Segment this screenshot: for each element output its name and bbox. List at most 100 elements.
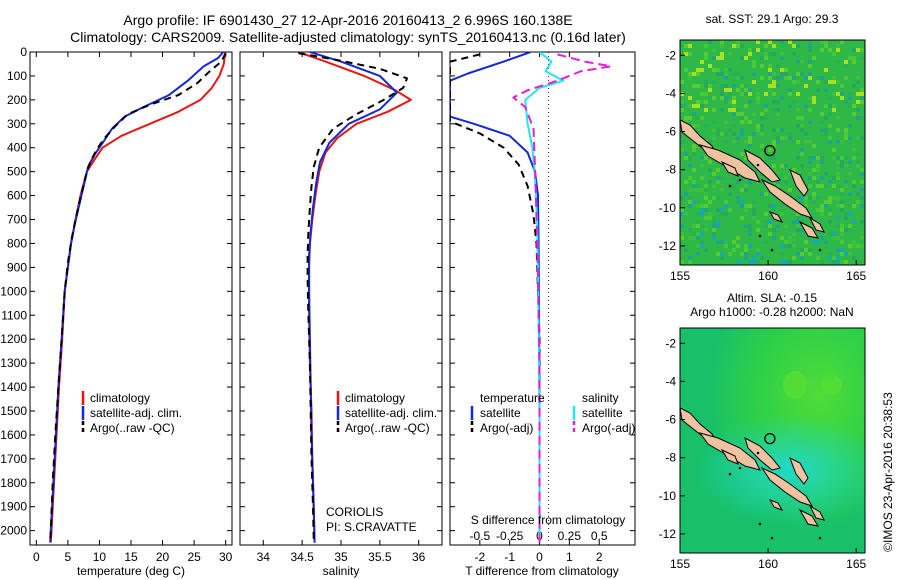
sst-pixel xyxy=(708,208,712,212)
sst-pixel xyxy=(748,180,752,184)
sst-pixel xyxy=(772,44,776,48)
sst-pixel xyxy=(700,104,704,108)
sst-pixel xyxy=(720,72,724,76)
sst-pixel xyxy=(824,200,828,204)
sst-pixel xyxy=(708,196,712,200)
sst-pixel xyxy=(760,124,764,128)
sst-pixel xyxy=(808,64,812,68)
sst-pixel xyxy=(804,196,808,200)
sst-pixel xyxy=(712,68,716,72)
sst-pixel xyxy=(688,188,692,192)
sst-pixel xyxy=(776,224,780,228)
sst-pixel xyxy=(704,248,708,252)
sst-pixel xyxy=(772,76,776,80)
sst-pixel xyxy=(852,168,856,172)
sst-pixel xyxy=(688,116,692,120)
sst-pixel xyxy=(800,92,804,96)
sst-pixel xyxy=(768,220,772,224)
sst-pixel xyxy=(852,256,856,260)
sst-pixel xyxy=(800,128,804,132)
sla-map-title-line2: Argo h1000: -0.28 h2000: NaN xyxy=(690,305,853,319)
sla-argo-location-marker xyxy=(764,432,776,445)
sst-pixel xyxy=(812,96,816,100)
sst-pixel xyxy=(696,72,700,76)
sst-pixel xyxy=(840,84,844,88)
sst-pixel xyxy=(832,236,836,240)
sst-pixel xyxy=(784,76,788,80)
sst-pixel xyxy=(812,100,816,104)
sst-pixel xyxy=(788,140,792,144)
sst-pixel xyxy=(780,72,784,76)
sst-pixel xyxy=(852,204,856,208)
sst-pixel xyxy=(740,148,744,152)
sst-pixel xyxy=(804,200,808,204)
legend-title-temperature: temperature xyxy=(480,391,545,405)
island xyxy=(698,144,761,183)
sst-pixel xyxy=(840,232,844,236)
sst-pixel xyxy=(712,168,716,172)
sst-pixel xyxy=(820,48,824,52)
sst-pixel xyxy=(828,80,832,84)
sst-pixel xyxy=(700,100,704,104)
sst-pixel xyxy=(696,236,700,240)
sst-pixel xyxy=(720,256,724,260)
sst-pixel xyxy=(788,92,792,96)
sst-pixel xyxy=(856,244,860,248)
sst-pixel xyxy=(692,84,696,88)
legend-title-salinity: salinity xyxy=(582,391,619,405)
sst-pixel xyxy=(740,260,744,264)
map-x-tick-label: 160 xyxy=(758,557,778,571)
sst-pixel xyxy=(740,200,744,204)
x-tick-label: 10 xyxy=(93,550,107,564)
sst-pixel xyxy=(724,96,728,100)
sst-pixel xyxy=(736,204,740,208)
sst-pixel xyxy=(720,128,724,132)
sst-pixel xyxy=(772,168,776,172)
sst-pixel xyxy=(844,180,848,184)
sst-pixel xyxy=(700,60,704,64)
y-tick-label: 700 xyxy=(7,213,27,227)
sst-pixel xyxy=(852,76,856,80)
sst-map xyxy=(680,40,865,265)
sst-pixel xyxy=(832,248,836,252)
sst-pixel xyxy=(740,204,744,208)
sst-pixel xyxy=(736,180,740,184)
sst-pixel xyxy=(764,192,768,196)
series-line-argo-raw-qc- xyxy=(49,52,227,542)
sst-pixel xyxy=(760,192,764,196)
sst-pixel xyxy=(744,88,748,92)
sst-pixel xyxy=(708,244,712,248)
sst-pixel xyxy=(860,188,864,192)
sst-pixel xyxy=(836,92,840,96)
sst-pixel xyxy=(832,168,836,172)
sst-pixel xyxy=(724,200,728,204)
sst-pixel xyxy=(720,44,724,48)
sst-pixel xyxy=(732,192,736,196)
sst-pixel xyxy=(696,184,700,188)
sst-pixel xyxy=(800,248,804,252)
sst-pixel xyxy=(764,220,768,224)
sst-pixel xyxy=(804,140,808,144)
sst-pixel xyxy=(764,188,768,192)
y-tick-label: 100 xyxy=(7,69,27,83)
sst-pixel xyxy=(792,232,796,236)
sst-pixel xyxy=(748,136,752,140)
sst-pixel xyxy=(852,156,856,160)
sst-pixel xyxy=(812,80,816,84)
sst-pixel xyxy=(800,116,804,120)
x-tick-label: 36 xyxy=(412,550,426,564)
sst-pixel xyxy=(708,64,712,68)
sst-pixel xyxy=(828,260,832,264)
sst-pixel xyxy=(716,56,720,60)
sst-pixel xyxy=(776,128,780,132)
top-tick-label: -0.5 xyxy=(469,529,490,543)
sst-pixel xyxy=(752,60,756,64)
sst-pixel xyxy=(704,96,708,100)
sst-pixel xyxy=(772,144,776,148)
sst-pixel xyxy=(772,92,776,96)
legend-label-satellite: satellite-adj. clim. xyxy=(345,406,437,420)
sst-pixel xyxy=(784,72,788,76)
sst-pixel xyxy=(768,52,772,56)
sst-pixel xyxy=(808,128,812,132)
sst-pixel xyxy=(832,196,836,200)
